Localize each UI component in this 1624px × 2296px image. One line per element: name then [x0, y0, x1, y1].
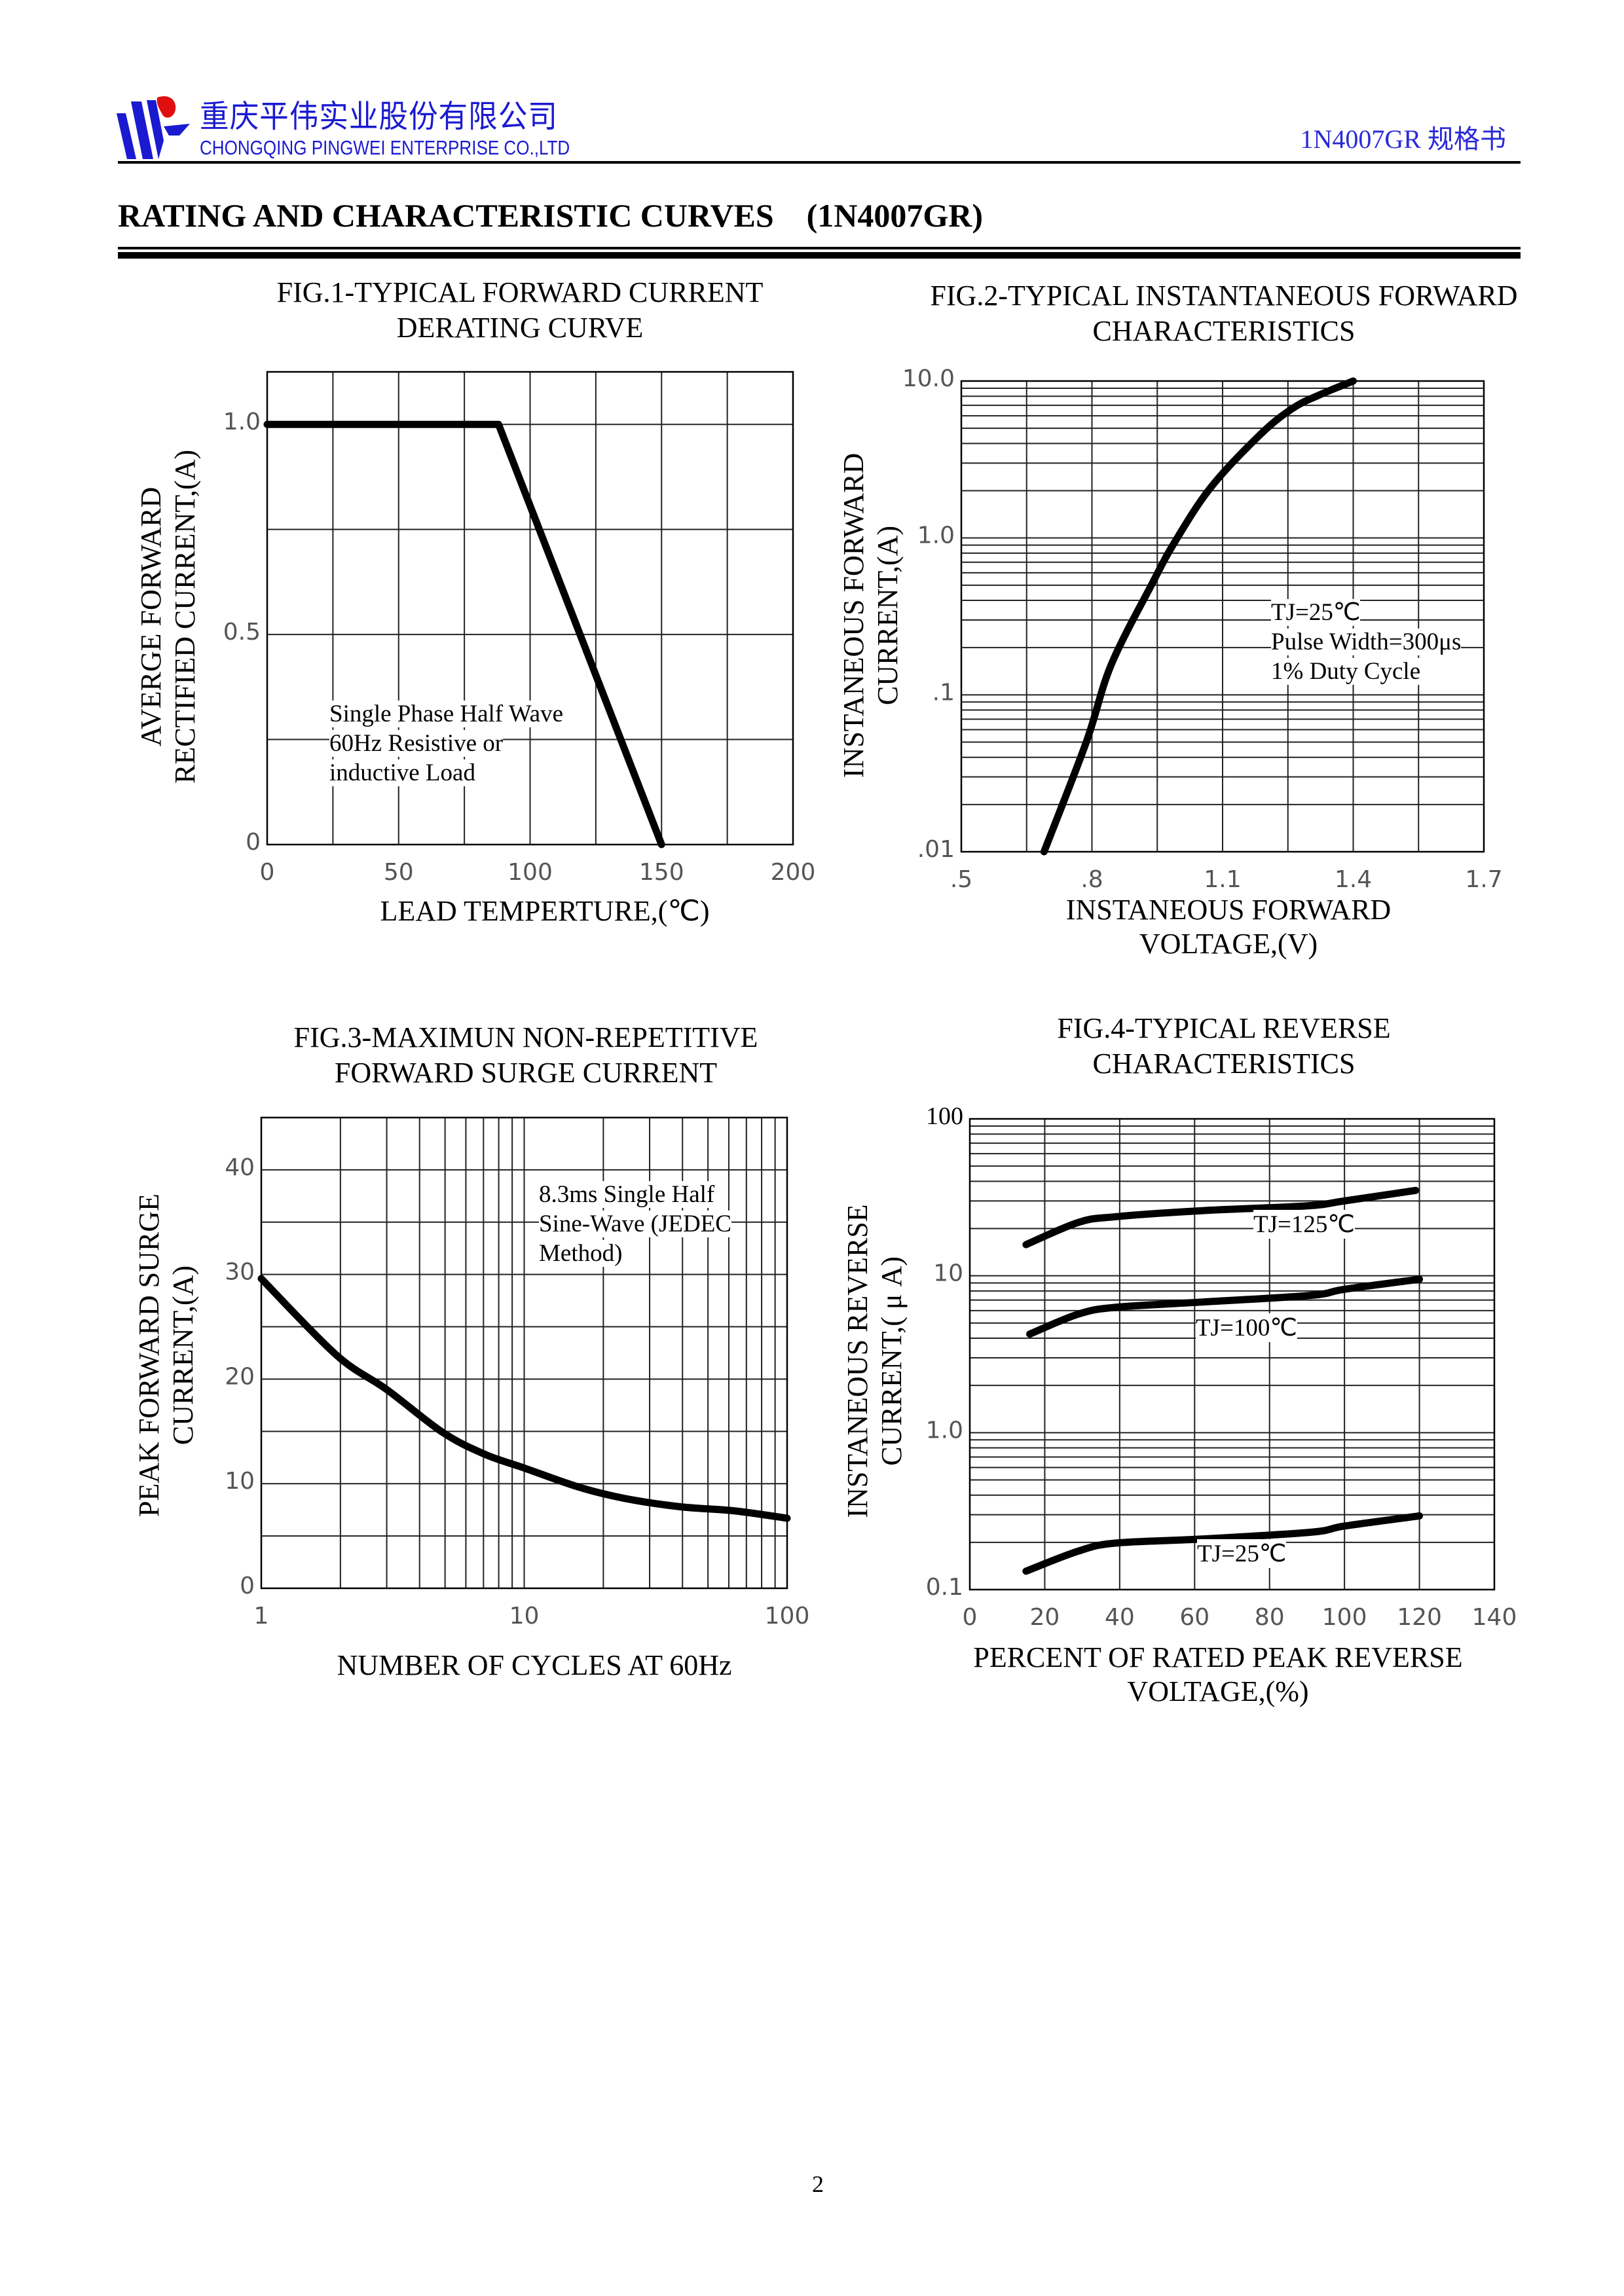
fig4-plot-frame: [969, 1118, 1496, 1591]
fig1-annotation: Single Phase Half Wave 60Hz Resistive or…: [329, 701, 564, 786]
fig3-x-tick-label: 100: [765, 1603, 810, 1630]
fig3-y-axis-title: PEAK FORWARD SURGE CURRENT,(A): [133, 1194, 199, 1517]
fig3-title: FIG.3-MAXIMUN NON-REPETITIVE FORWARD SUR…: [293, 1021, 758, 1089]
fig2-x-tick-label: 1.4: [1335, 866, 1372, 893]
fig4-x-tick-label: 120: [1397, 1604, 1442, 1631]
fig1-title: FIG.1-TYPICAL FORWARD CURRENT DERATING C…: [276, 276, 764, 344]
fig1-x-tick-label: 100: [507, 859, 553, 886]
fig4-x-tick-label: 40: [1105, 1604, 1135, 1631]
fig4-y-tick-label: 100: [926, 1102, 963, 1130]
title-divider-thin: [118, 247, 1521, 249]
fig3-y-tick-label: 0: [240, 1573, 255, 1599]
fig3-y-tick-label: 30: [225, 1259, 255, 1286]
fig1-y-axis-title: AVERGE FORWARD RECTIFIED CURRENT,(A): [135, 449, 201, 784]
fig4-series-line-1: [1022, 1186, 1420, 1248]
fig2-y-tick-label: 1.0: [917, 522, 955, 549]
fig2-x-tick-label: 1.7: [1465, 866, 1502, 893]
fig4-label-tj25: TJ=25℃: [1197, 1539, 1287, 1568]
fig1-x-tick-label: 0: [260, 859, 275, 886]
fig1-x-tick-label: 50: [384, 859, 414, 886]
fig2-x-tick-label: 1.1: [1204, 866, 1241, 893]
fig4-title: FIG.4-TYPICAL REVERSE CHARACTERISTICS: [1057, 1012, 1391, 1080]
page-number: 2: [812, 2171, 824, 2197]
fig1-x-tick-label: 200: [771, 859, 816, 886]
fig4-series-line-3: [1022, 1512, 1424, 1575]
fig4-x-tick-label: 60: [1179, 1604, 1209, 1631]
fig3-plot-frame: [260, 1116, 788, 1590]
header-divider: [118, 161, 1521, 164]
fig3-annotation: 8.3ms Single Half Sine-Wave (JEDEC Metho…: [539, 1181, 731, 1267]
fig3-x-tick-label: 10: [509, 1603, 540, 1630]
section-title: RATING AND CHARACTERISTIC CURVES (1N4007…: [118, 197, 984, 234]
title-divider-thick: [118, 252, 1521, 259]
fig4-y-axis-title: INSTANEOUS REVERSE CURRENT,( μ A): [841, 1204, 908, 1518]
fig2-y-tick-label: .1: [932, 679, 955, 706]
fig4-x-tick-label: 100: [1322, 1604, 1367, 1631]
fig4-x-tick-label: 0: [963, 1604, 978, 1631]
fig2-y-tick-label: 10.0: [902, 365, 955, 392]
fig4-x-tick-label: 20: [1030, 1604, 1060, 1631]
company-name-cn: 重庆平伟实业股份有限公司: [200, 98, 558, 135]
fig4-y-tick-label: 0.1: [926, 1574, 963, 1601]
fig2-title: FIG.2-TYPICAL INSTANTANEOUS FORWARD CHAR…: [930, 280, 1518, 347]
fig3-y-tick-label: 40: [225, 1154, 255, 1181]
fig3-x-tick-label: 1: [254, 1603, 269, 1630]
fig1-series-line-1: [263, 420, 665, 848]
fig2-x-tick-label: .5: [950, 866, 972, 893]
logo-icon: [117, 96, 190, 159]
company-logo: [117, 95, 192, 160]
fig2-series-line-1: [1040, 377, 1357, 856]
fig3-y-tick-label: 20: [225, 1363, 255, 1390]
fig2-x-axis-title: INSTANEOUS FORWARD VOLTAGE,(V): [1065, 894, 1392, 960]
fig4-label-tj125: TJ=125℃: [1253, 1210, 1355, 1239]
fig1-x-tick-label: 150: [639, 859, 684, 886]
fig1-y-tick-label: 0: [246, 829, 261, 856]
fig2-y-tick-label: .01: [917, 836, 955, 863]
document-id: 1N4007GR 规格书: [1300, 124, 1506, 154]
fig3-y-tick-label: 10: [225, 1468, 255, 1495]
fig3-x-axis-title: NUMBER OF CYCLES AT 60Hz: [337, 1649, 732, 1681]
fig2-annotation: TJ=25℃ Pulse Width=300μs 1% Duty Cycle: [1271, 599, 1462, 685]
fig2-plot-frame: [960, 380, 1485, 853]
fig3-series-line-1: [257, 1275, 791, 1522]
fig2-x-tick-label: .8: [1080, 866, 1103, 893]
fig4-x-axis-title: PERCENT OF RATED PEAK REVERSE VOLTAGE,(%…: [973, 1641, 1463, 1707]
fig1-y-tick-label: 0.5: [223, 619, 261, 646]
fig2-y-axis-title: INSTANEOUS FORWARD CURRENT,(A): [838, 452, 904, 778]
fig4-series-line-2: [1026, 1275, 1424, 1338]
company-name-en: CHONGQING PINGWEI ENTERPRISE CO.,LTD: [200, 136, 570, 159]
fig4-x-tick-label: 140: [1472, 1604, 1517, 1631]
fig4-y-tick-label: 1.0: [926, 1417, 963, 1444]
fig1-y-tick-label: 1.0: [223, 409, 261, 435]
fig1-plot-frame: [266, 371, 794, 846]
fig4-y-tick-label: 10: [933, 1260, 963, 1287]
fig4-x-tick-label: 80: [1255, 1604, 1285, 1631]
fig4-label-tj100: TJ=100℃: [1196, 1313, 1297, 1342]
fig1-x-axis-title: LEAD TEMPERTURE,(℃): [380, 895, 710, 927]
